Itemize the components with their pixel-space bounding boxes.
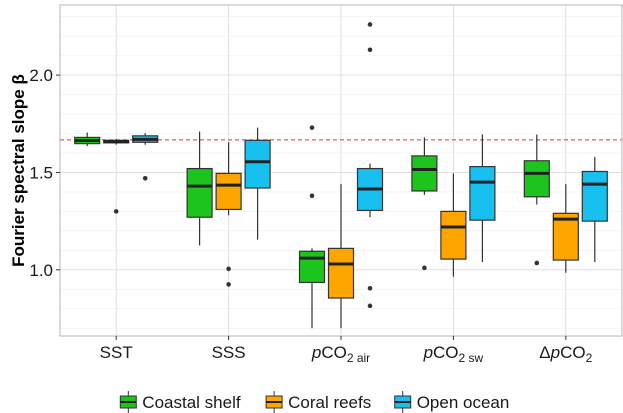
x-tick-label-sss: SSS <box>212 343 246 362</box>
box-dpco2-open-ocean <box>581 156 608 263</box>
outlier-point <box>367 303 373 309</box>
label-italic: p <box>423 343 433 362</box>
grid-lines <box>60 5 622 336</box>
y-tick-label: 1.5 <box>29 163 53 182</box>
legend: Coastal shelf Coral reefs Open ocean <box>119 391 510 413</box>
iqr-box <box>581 170 608 222</box>
legend-item-open-ocean: Open ocean <box>394 391 510 413</box>
legend-item-coastal-shelf: Coastal shelf <box>119 391 241 413</box>
x-tick-label-sst: SST <box>100 343 133 362</box>
label-subscript: 2 <box>586 351 593 365</box>
iqr-box <box>469 166 496 221</box>
iqr-box <box>186 167 213 218</box>
label-prefix: Δ <box>539 343 550 362</box>
outlier-point <box>226 282 231 287</box>
iqr-box <box>327 247 355 299</box>
outlier-point <box>309 193 315 199</box>
iqr-box <box>523 160 550 198</box>
y-tick-label: 1.0 <box>29 261 53 280</box>
box-sst-coral-reefs <box>103 138 130 214</box>
label-subscript: 2 sw <box>459 351 484 365</box>
legend-label: Open ocean <box>417 393 510 412</box>
box-sss-open-ocean <box>244 127 271 240</box>
legend-label: Coastal shelf <box>142 393 241 412</box>
box-pco2sw-open-ocean <box>469 134 496 263</box>
y-axis-title: Fourier spectral slope β <box>9 74 28 267</box>
box-dpco2-coral-reefs <box>552 184 579 273</box>
box-pco2sw-coral-reefs <box>440 173 467 277</box>
y-tick-label: 2.0 <box>29 66 53 85</box>
iqr-box <box>244 139 271 189</box>
box-dpco2-coastal-shelf <box>523 134 550 266</box>
label-subscript: 2 air <box>347 351 370 365</box>
label-base: CO <box>321 343 347 362</box>
label-italic: p <box>311 343 321 362</box>
legend-label: Coral reefs <box>288 393 371 412</box>
iqr-box <box>552 212 579 261</box>
outlier-point <box>367 47 373 53</box>
outlier-point <box>309 125 315 130</box>
box-sst-coastal-shelf <box>74 132 101 147</box>
box-sss-coastal-shelf <box>186 131 213 246</box>
outlier-point <box>113 209 119 214</box>
outlier-point <box>367 285 373 291</box>
outlier-point <box>142 175 148 181</box>
box-pco2sw-coastal-shelf <box>411 137 438 271</box>
box-pco2air-coral-reefs <box>327 184 355 329</box>
outlier-point <box>367 22 373 27</box>
box-sst-open-ocean <box>132 133 159 181</box>
x-tick-label-pco2sw: pCO2 sw <box>423 343 484 365</box>
box-pco2air-coastal-shelf <box>298 125 326 329</box>
x-tick-label-pco2air: pCO2 air <box>311 343 370 365</box>
x-tick-label-dpco2: ΔpCO2 <box>539 343 592 365</box>
box-series-group <box>74 22 608 329</box>
outlier-point <box>534 260 540 266</box>
outlier-point <box>422 265 427 271</box>
label-base: CO <box>433 343 459 362</box>
iqr-box <box>411 155 438 192</box>
iqr-box <box>215 172 242 211</box>
label-italic: p <box>550 343 560 362</box>
iqr-box <box>298 250 326 284</box>
box-pco2air-open-ocean <box>356 22 384 309</box>
outlier-point <box>226 266 231 272</box>
iqr-box <box>440 210 467 260</box>
box-sss-coral-reefs <box>215 142 242 287</box>
label-base: CO <box>560 343 586 362</box>
legend-item-coral-reefs: Coral reefs <box>265 391 371 413</box>
